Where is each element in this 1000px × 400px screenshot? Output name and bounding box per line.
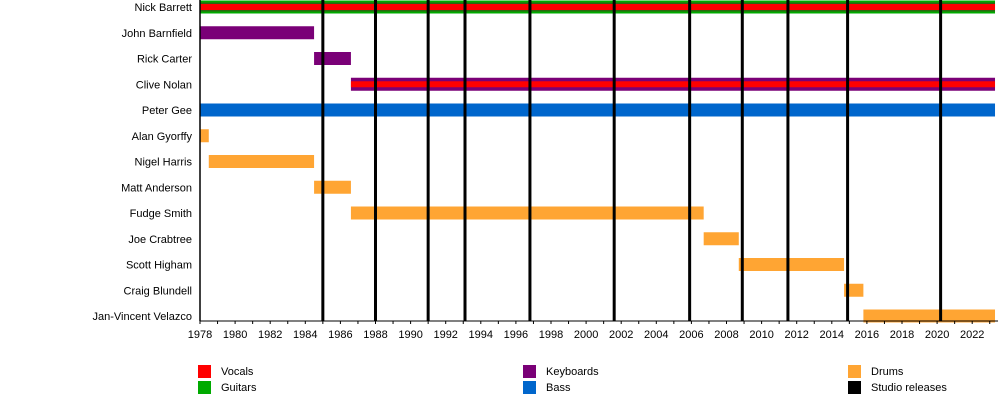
legend-label: Keyboards [546,366,599,378]
x-tick-label: 2022 [960,329,984,341]
legend-label: Bass [546,382,571,394]
member-bar-secondary-role [350,81,996,88]
x-tick-label: 1978 [188,329,212,341]
legend-label: Vocals [221,366,254,378]
legend-swatch [198,365,211,378]
member-label: Jan-Vincent Velazco [93,311,192,323]
x-tick-label: 2012 [784,329,808,341]
x-tick-label: 2016 [855,329,879,341]
member-bar [738,258,845,271]
member-label: Matt Anderson [121,182,192,194]
x-tick-label: 2006 [679,329,703,341]
x-tick-label: 2002 [609,329,633,341]
member-bar [350,206,704,220]
member-bar [200,129,209,143]
member-bar [200,103,996,117]
member-label: Nigel Harris [135,157,193,169]
member-label: Clive Nolan [136,79,192,91]
member-label: Craig Blundell [124,285,192,297]
x-tick-label: 1998 [539,329,563,341]
member-label: Nick Barrett [135,2,192,14]
x-tick-label: 1996 [504,329,528,341]
x-tick-label: 1980 [223,329,247,341]
legend-swatch [848,381,861,394]
x-tick-label: 1992 [433,329,457,341]
x-tick-label: 1994 [469,329,493,341]
member-bar-edge [200,10,996,12]
x-tick-label: 2004 [644,329,668,341]
legend-label: Drums [871,366,904,378]
member-label: Peter Gee [142,105,192,117]
legend-label: Guitars [221,382,257,394]
member-bar [208,155,315,168]
member-label: Fudge Smith [130,208,192,220]
member-bar-secondary-role [200,4,996,10]
x-tick-label: 1990 [398,329,422,341]
x-tick-label: 2008 [714,329,738,341]
member-label: Alan Gyorffy [132,131,193,143]
legend-swatch [523,365,536,378]
legend-label: Studio releases [871,382,947,394]
x-tick-label: 2000 [574,329,598,341]
legend-swatch [848,365,861,378]
legend-swatch [198,381,211,394]
member-label: John Barnfield [122,28,192,40]
member-bar-edge [200,2,996,4]
member-bar [314,180,351,194]
x-tick-label: 2014 [820,329,844,341]
member-bar [314,52,351,65]
member-label: Rick Carter [137,54,192,66]
member-bar [200,26,315,40]
member-label: Joe Crabtree [128,234,192,246]
member-bar [703,232,739,246]
legend-swatch [523,381,536,394]
member-bar [863,309,996,323]
x-tick-label: 2018 [890,329,914,341]
x-tick-label: 2020 [925,329,949,341]
x-tick-label: 1984 [293,329,317,341]
x-tick-label: 1986 [328,329,352,341]
x-tick-label: 2010 [749,329,773,341]
x-tick-label: 1988 [363,329,387,341]
x-tick-label: 1982 [258,329,282,341]
member-label: Scott Higham [126,260,192,272]
